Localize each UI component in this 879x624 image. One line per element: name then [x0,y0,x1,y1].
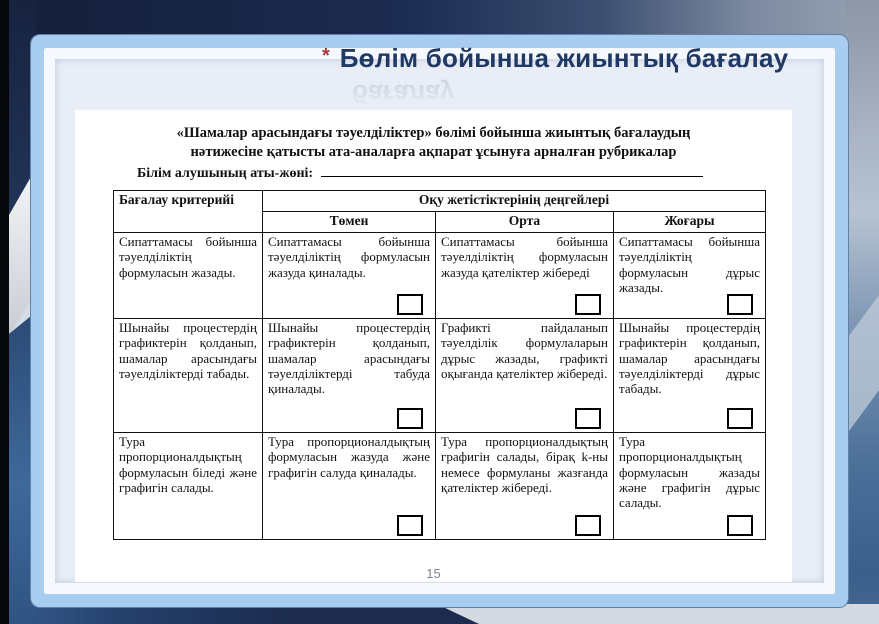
medium-text: Графикті пайдаланып тәуелділік формулала… [441,320,608,381]
rubric-table: Бағалау критерийі Оқу жетістіктерінің де… [113,190,767,541]
checkbox[interactable] [727,515,754,537]
high-text: Сипаттамасы бойынша тәуелділіктің формул… [619,234,761,295]
student-name-label: Білім алушының аты-жөні: [137,166,314,182]
checkbox[interactable] [575,294,601,316]
page-number: 15 [426,566,441,581]
high-cell: Шынайы процестердің графиктерін қолданып… [612,318,767,434]
heading-line-1: «Шамалар арасындағы тәуелділіктер» бөлім… [176,125,691,141]
low-text: Шынайы процестердің графиктерін қолданып… [268,320,430,397]
checkbox[interactable] [575,408,601,430]
checkbox[interactable] [575,515,601,537]
bottom-navy-wedge [9,604,479,624]
document-page: «Шамалар арасындағы тәуелділіктер» бөлім… [75,110,792,582]
criterion-cell: Шынайы процестердің графиктерін қолданып… [113,318,263,434]
medium-text: Сипаттамасы бойынша тәуелділіктің формул… [441,234,608,280]
level-header-high: Жоғары [612,211,767,234]
medium-cell: Тура пропорционалдықтың графигін салады,… [435,432,614,541]
table-row: Тура пропорционалдықтың формуласын білед… [113,432,767,541]
levels-header: Оқу жетістіктерінің деңгейлері [261,190,767,213]
low-cell: Сипаттамасы бойынша тәуелділіктің формул… [262,232,436,320]
checkbox[interactable] [727,294,754,316]
criteria-column-header: Бағалау критерийі [113,190,263,234]
high-cell: Тура пропорционалдықтың формуласын жазад… [612,432,767,541]
top-border-band [9,0,879,40]
high-text: Шынайы процестердің графиктерін қолданып… [619,320,761,397]
criterion-cell: Тура пропорционалдықтың формуласын білед… [113,432,263,541]
checkbox[interactable] [397,515,423,537]
low-cell: Тура пропорционалдықтың формуласын жазуд… [262,432,436,541]
level-header-medium: Орта [435,211,614,234]
level-header-low: Төмен [262,211,436,234]
medium-cell: Графикті пайдаланып тәуелділік формулала… [435,318,614,434]
student-name-row: Білім алушының аты-жөні: [137,164,792,182]
high-text: Тура пропорционалдықтың формуласын жазад… [619,434,761,511]
criterion-cell: Сипаттамасы бойынша тәуелділіктің формул… [113,232,263,320]
heading-line-2: нәтижесіне қатысты ата-аналарға ақпарат … [190,143,677,160]
medium-text: Тура пропорционалдықтың графигін салады,… [441,434,608,495]
low-cell: Шынайы процестердің графиктерін қолданып… [262,318,436,434]
checkbox[interactable] [727,408,754,430]
checkbox[interactable] [397,408,423,430]
low-text: Сипаттамасы бойынша тәуелділіктің формул… [268,234,430,280]
document-heading: «Шамалар арасындағы тәуелділіктер» бөлім… [75,110,792,161]
medium-cell: Сипаттамасы бойынша тәуелділіктің формул… [435,232,614,320]
table-row: Сипаттамасы бойынша тәуелділіктің формул… [113,232,767,320]
checkbox[interactable] [397,294,423,316]
student-name-blank [321,164,704,178]
high-cell: Сипаттамасы бойынша тәуелділіктің формул… [612,232,767,320]
table-row: Шынайы процестердің графиктерін қолданып… [113,318,767,434]
asterisk-bullet-icon: * [322,45,330,67]
slide-title: Бөлім бойынша жиынтық бағалау [339,43,789,73]
low-text: Тура пропорционалдықтың формуласын жазуд… [268,434,430,480]
left-black-edge [0,0,9,624]
slide-frame [31,35,848,607]
slide-title-block: * Бөлім бойынша жиынтық бағалау [322,44,792,73]
